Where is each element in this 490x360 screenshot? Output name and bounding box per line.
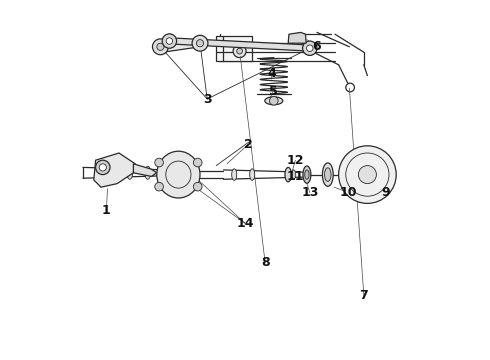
Ellipse shape [303,166,311,183]
Circle shape [346,83,354,92]
Ellipse shape [292,170,296,179]
Ellipse shape [105,166,111,179]
Ellipse shape [250,169,255,180]
Text: 2: 2 [244,138,253,150]
Ellipse shape [285,167,292,182]
Text: 11: 11 [287,170,304,183]
Circle shape [303,41,317,55]
Text: 8: 8 [261,256,270,269]
Polygon shape [170,38,310,51]
Text: 14: 14 [236,217,254,230]
Ellipse shape [324,168,331,181]
Ellipse shape [232,169,237,180]
Circle shape [270,96,278,105]
Text: 7: 7 [360,289,368,302]
Ellipse shape [127,166,133,179]
Ellipse shape [265,97,283,105]
Polygon shape [160,40,200,53]
Circle shape [194,183,202,191]
Circle shape [192,35,208,51]
Circle shape [96,160,110,175]
Ellipse shape [322,163,333,186]
Text: 4: 4 [268,67,276,80]
Text: 1: 1 [102,204,111,217]
Circle shape [307,45,313,51]
Circle shape [196,40,204,47]
Circle shape [155,158,163,167]
Text: 5: 5 [269,85,277,98]
Text: 6: 6 [313,40,321,53]
Polygon shape [94,153,135,187]
Circle shape [155,183,163,191]
Polygon shape [288,32,306,43]
Text: 12: 12 [287,154,304,167]
Circle shape [166,38,172,44]
Text: 9: 9 [382,186,391,199]
Circle shape [99,164,106,171]
Circle shape [293,37,303,48]
Ellipse shape [305,170,309,179]
Text: 10: 10 [340,186,357,199]
Ellipse shape [157,151,200,198]
Polygon shape [133,164,157,176]
Circle shape [194,158,202,167]
Ellipse shape [145,166,151,179]
Bar [216,36,252,61]
Circle shape [233,45,246,58]
Circle shape [152,39,169,55]
Text: 13: 13 [301,186,319,199]
Text: 3: 3 [203,93,212,105]
Circle shape [237,48,243,54]
Circle shape [339,146,396,203]
Circle shape [157,43,164,50]
Circle shape [358,166,376,184]
Circle shape [162,34,176,48]
